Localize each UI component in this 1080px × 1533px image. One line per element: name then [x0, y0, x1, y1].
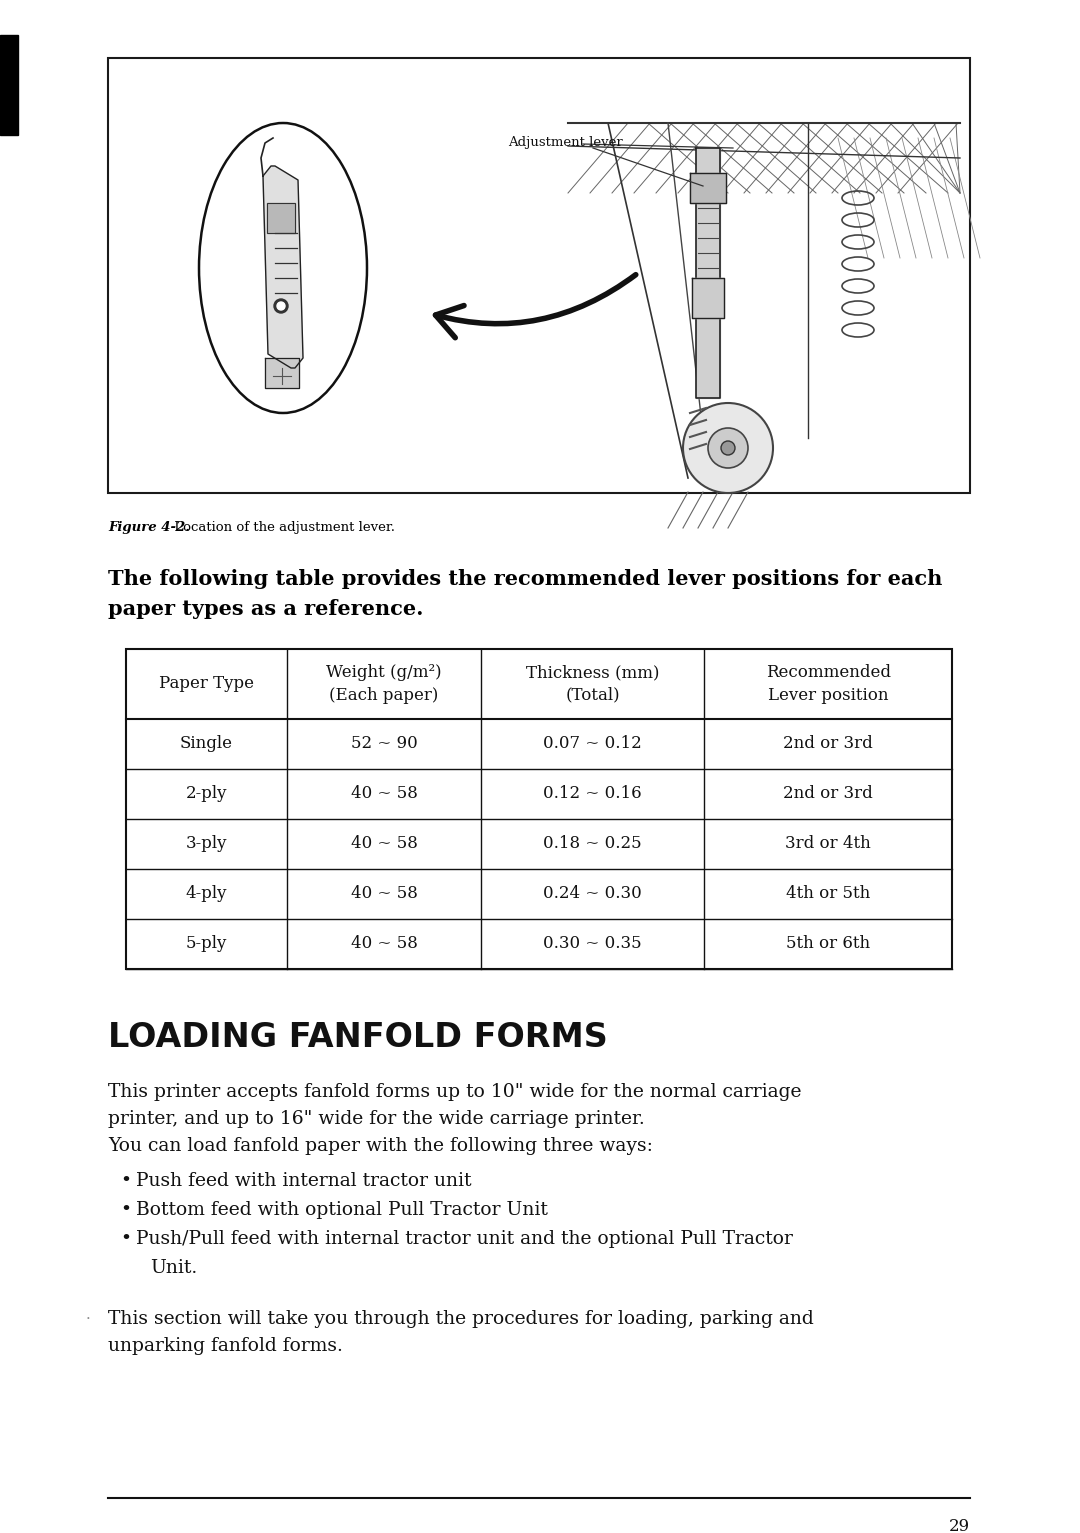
- Text: 2nd or 3rd: 2nd or 3rd: [783, 785, 873, 802]
- Text: 0.12 ~ 0.16: 0.12 ~ 0.16: [543, 785, 642, 802]
- Text: LOADING FANFOLD FORMS: LOADING FANFOLD FORMS: [108, 1021, 608, 1055]
- Text: Figure 4-2.: Figure 4-2.: [108, 521, 190, 533]
- Text: The following table provides the recommended lever positions for each: The following table provides the recomme…: [108, 569, 943, 589]
- Text: Thickness (mm)
(Total): Thickness (mm) (Total): [526, 664, 660, 704]
- Text: 3rd or 4th: 3rd or 4th: [785, 835, 870, 852]
- Polygon shape: [692, 277, 724, 317]
- Text: 3-ply: 3-ply: [186, 835, 227, 852]
- Text: •: •: [120, 1173, 131, 1190]
- Text: •: •: [120, 1200, 131, 1219]
- Text: Location of the adjustment lever.: Location of the adjustment lever.: [170, 521, 395, 533]
- Text: 40 ~ 58: 40 ~ 58: [351, 835, 418, 852]
- Text: 0.18 ~ 0.25: 0.18 ~ 0.25: [543, 835, 642, 852]
- Bar: [108, 58, 970, 494]
- Circle shape: [708, 428, 748, 468]
- Text: 40 ~ 58: 40 ~ 58: [351, 886, 418, 903]
- Text: Weight (g/m²)
(Each paper): Weight (g/m²) (Each paper): [326, 664, 442, 704]
- Text: 2-ply: 2-ply: [186, 785, 227, 802]
- Text: You can load fanfold paper with the following three ways:: You can load fanfold paper with the foll…: [108, 1137, 653, 1154]
- Text: 4-ply: 4-ply: [186, 886, 227, 903]
- Circle shape: [721, 442, 735, 455]
- Bar: [267, 202, 295, 233]
- Text: This printer accepts fanfold forms up to 10" wide for the normal carriage: This printer accepts fanfold forms up to…: [108, 1082, 801, 1101]
- Text: 40 ~ 58: 40 ~ 58: [351, 935, 418, 952]
- Text: printer, and up to 16" wide for the wide carriage printer.: printer, and up to 16" wide for the wide…: [108, 1110, 645, 1128]
- Text: 4th or 5th: 4th or 5th: [786, 886, 870, 903]
- Circle shape: [683, 403, 773, 494]
- Polygon shape: [264, 166, 303, 368]
- Text: unparking fanfold forms.: unparking fanfold forms.: [108, 1337, 342, 1355]
- Text: Single: Single: [180, 736, 233, 753]
- Bar: [126, 648, 951, 969]
- Text: Push feed with internal tractor unit: Push feed with internal tractor unit: [136, 1173, 472, 1190]
- Text: 29: 29: [949, 1518, 970, 1533]
- Bar: [0, 35, 18, 135]
- Text: Push/Pull feed with internal tractor unit and the optional Pull Tractor: Push/Pull feed with internal tractor uni…: [136, 1229, 793, 1248]
- Text: 0.07 ~ 0.12: 0.07 ~ 0.12: [543, 736, 643, 753]
- Polygon shape: [696, 149, 720, 399]
- Text: 5th or 6th: 5th or 6th: [786, 935, 870, 952]
- Polygon shape: [267, 202, 295, 233]
- Text: •: •: [120, 1229, 131, 1248]
- Text: Bottom feed with optional Pull Tractor Unit: Bottom feed with optional Pull Tractor U…: [136, 1200, 548, 1219]
- Circle shape: [274, 299, 288, 313]
- Text: 40 ~ 58: 40 ~ 58: [351, 785, 418, 802]
- Text: Unit.: Unit.: [150, 1259, 198, 1277]
- Text: ·: ·: [86, 1312, 91, 1326]
- Text: 2nd or 3rd: 2nd or 3rd: [783, 736, 873, 753]
- Text: Adjustment lever: Adjustment lever: [508, 136, 623, 149]
- Polygon shape: [265, 359, 299, 388]
- Circle shape: [276, 302, 285, 310]
- Text: Paper Type: Paper Type: [159, 676, 254, 693]
- Text: 0.30 ~ 0.35: 0.30 ~ 0.35: [543, 935, 642, 952]
- Text: 52 ~ 90: 52 ~ 90: [351, 736, 418, 753]
- Text: Recommended
Lever position: Recommended Lever position: [766, 664, 891, 704]
- Text: 0.24 ~ 0.30: 0.24 ~ 0.30: [543, 886, 643, 903]
- Text: paper types as a reference.: paper types as a reference.: [108, 599, 423, 619]
- Text: This section will take you through the procedures for loading, parking and: This section will take you through the p…: [108, 1311, 813, 1328]
- Ellipse shape: [199, 123, 367, 412]
- Text: 5-ply: 5-ply: [186, 935, 227, 952]
- FancyArrowPatch shape: [435, 274, 636, 337]
- Polygon shape: [690, 173, 726, 202]
